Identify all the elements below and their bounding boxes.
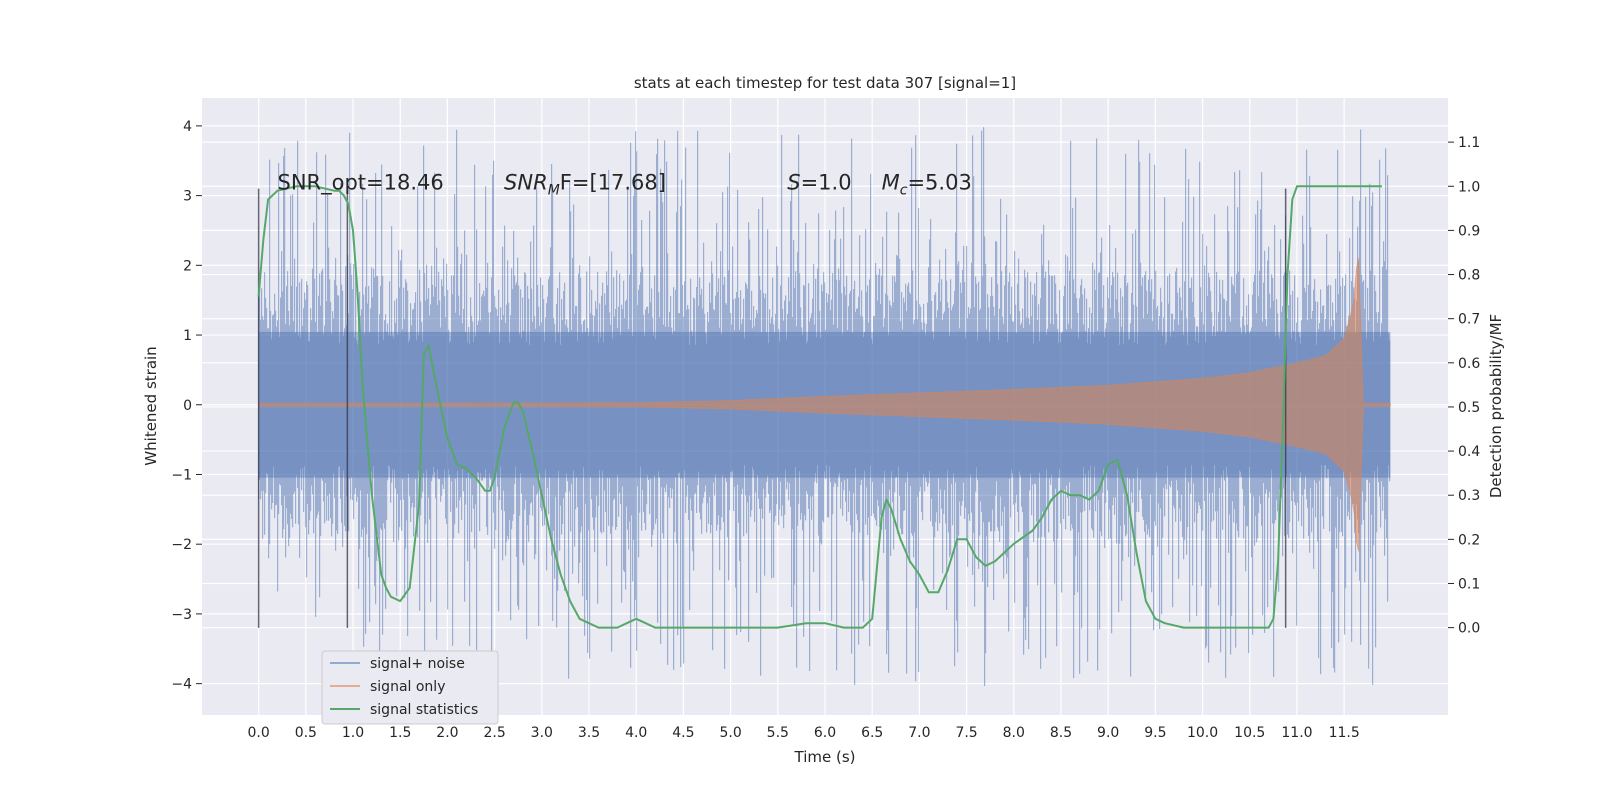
y-tick-label: −2 — [171, 537, 192, 553]
x-tick-label: 1.0 — [342, 725, 364, 741]
marker-lines — [257, 188, 1287, 628]
annotation-text: Mc=5.03 — [882, 171, 972, 199]
x-tick-label: 4.0 — [625, 725, 647, 741]
x-tick-label: 4.5 — [672, 725, 694, 741]
annotation-text: S=1.0 — [787, 171, 851, 195]
x-tick-label: 6.0 — [814, 725, 836, 741]
legend-box — [321, 650, 499, 725]
x-tick-label: 1.5 — [389, 725, 411, 741]
annotation-text: SNR_opt=18.46 — [278, 171, 444, 196]
y-tick-label: −4 — [171, 677, 192, 693]
y-axis-left: −4 −3 −2 −1 0 1 2 3 4 — [171, 119, 202, 693]
x-tick-label: 11.5 — [1329, 725, 1360, 741]
annotation-text: SNRMF=[17.68] — [504, 171, 666, 199]
y-right-tick-label: 1.0 — [1458, 179, 1480, 195]
signal-only-series — [258, 257, 1391, 552]
y-tick-label: −1 — [171, 467, 192, 483]
x-tick-label: 8.5 — [1050, 725, 1072, 741]
x-tick-label: 6.5 — [861, 725, 883, 741]
legend-label-noise: signal+ noise — [370, 656, 465, 672]
y-axis-right-label: Detection probability/MF — [1487, 314, 1505, 498]
y-right-tick-label: 0.5 — [1458, 400, 1480, 416]
y-right-tick-label: 0.0 — [1458, 621, 1480, 637]
y-tick-label: 2 — [183, 258, 192, 274]
y-axis-right: 0.0 0.1 0.2 0.3 0.4 0.5 0.6 0.7 0.8 0.9 1.0 1.1 — [1448, 135, 1480, 637]
legend-label-signal: signal only — [370, 679, 445, 695]
x-tick-label: 9.5 — [1144, 725, 1166, 741]
x-tick-label: 7.5 — [955, 725, 977, 741]
y-tick-label: −3 — [171, 607, 192, 623]
signal-statistics-line — [257, 185, 1382, 629]
x-tick-label: 7.0 — [908, 725, 930, 741]
x-tick-label: 9.0 — [1097, 725, 1119, 741]
signal-statistics-series — [257, 185, 1382, 629]
y-right-tick-label: 0.3 — [1458, 488, 1480, 504]
x-tick-label: 0.5 — [295, 725, 317, 741]
x-axis: 0.0 0.5 1.0 1.5 2.0 2.5 3.0 3.5 4.0 4.5 5.0 5.5 6.0 6… — [248, 725, 1360, 741]
y-right-tick-label: 0.4 — [1458, 444, 1480, 460]
y-right-tick-label: 0.1 — [1458, 576, 1480, 592]
signal-only-envelope — [258, 257, 1391, 552]
x-tick-label: 2.5 — [483, 725, 505, 741]
x-axis-label: Time (s) — [794, 748, 856, 766]
x-tick-label: 2.0 — [436, 725, 458, 741]
x-tick-label: 3.5 — [578, 725, 600, 741]
annotations: SNR_opt=18.46 SNRMF=[17.68] S=1.0 Mc=5.03 — [278, 171, 972, 199]
x-tick-label: 8.0 — [1003, 725, 1025, 741]
y-tick-label: 4 — [183, 119, 192, 135]
y-tick-label: 0 — [183, 398, 192, 414]
legend-label-stats: signal statistics — [370, 702, 478, 718]
x-tick-label: 3.0 — [531, 725, 553, 741]
x-tick-label: 0.0 — [248, 725, 270, 741]
x-tick-label: 10.0 — [1187, 725, 1218, 741]
y-right-tick-label: 0.9 — [1458, 223, 1480, 239]
y-tick-label: 1 — [183, 328, 192, 344]
y-right-tick-label: 1.1 — [1458, 135, 1480, 151]
x-tick-label: 10.5 — [1234, 725, 1265, 741]
y-axis-label: Whitened strain — [142, 346, 160, 465]
chart-title: stats at each timestep for test data 307… — [634, 74, 1016, 92]
y-right-tick-label: 0.2 — [1458, 532, 1480, 548]
x-tick-label: 5.5 — [767, 725, 789, 741]
x-tick-label: 11.0 — [1281, 725, 1312, 741]
x-tick-label: 5.0 — [719, 725, 741, 741]
legend: signal+ noise signal only signal statist… — [321, 650, 499, 725]
y-right-tick-label: 0.7 — [1458, 312, 1480, 328]
y-tick-label: 3 — [183, 189, 192, 205]
y-right-tick-label: 0.6 — [1458, 356, 1480, 372]
y-right-tick-label: 0.8 — [1458, 268, 1480, 284]
